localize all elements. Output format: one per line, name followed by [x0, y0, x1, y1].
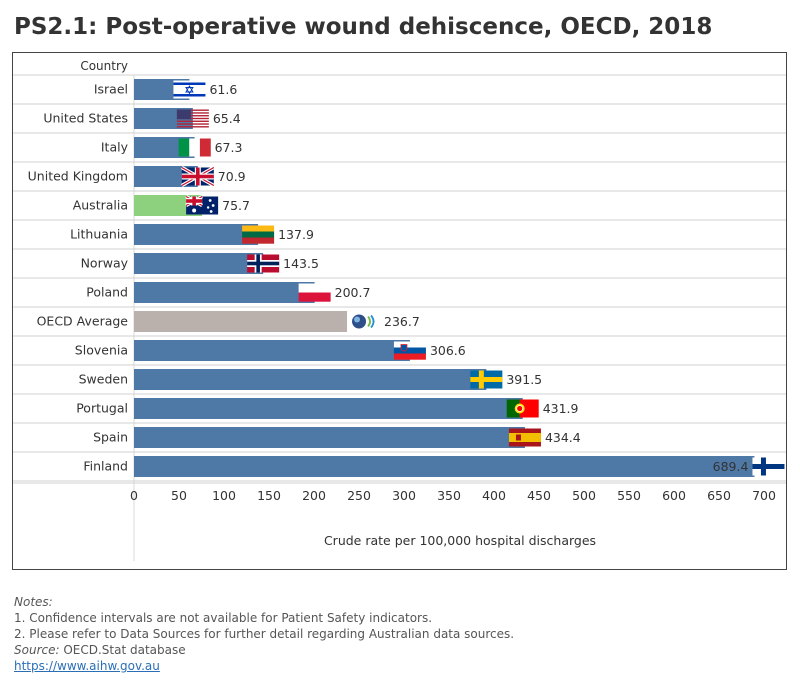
value-label: 689.4 [713, 459, 749, 474]
category-label: Italy [101, 140, 129, 155]
category-label: United Kingdom [28, 169, 128, 184]
x-tick-label: 350 [437, 488, 461, 503]
x-tick-label: 250 [347, 488, 371, 503]
category-label: United States [43, 111, 128, 126]
x-tick-label: 400 [482, 488, 506, 503]
value-label: 431.9 [543, 401, 579, 416]
category-header: Country [80, 59, 128, 73]
value-label: 67.3 [215, 140, 243, 155]
x-tick-label: 450 [527, 488, 551, 503]
category-label: Israel [94, 82, 128, 97]
value-label: 434.4 [545, 430, 581, 445]
united-states-flag-icon [176, 109, 209, 128]
israel-flag-icon [173, 80, 206, 99]
oecd-logo-icon [352, 314, 375, 329]
x-tick-label: 200 [302, 488, 326, 503]
value-label: 137.9 [278, 227, 314, 242]
notes: Notes: 1. Confidence intervals are not a… [14, 594, 514, 674]
poland-flag-icon [298, 283, 331, 302]
x-tick-label: 700 [752, 488, 776, 503]
portugal-flag-icon [506, 399, 539, 418]
category-label: Poland [86, 285, 128, 300]
x-tick-label: 150 [257, 488, 281, 503]
x-tick-label: 0 [130, 488, 138, 503]
lithuania-flag-icon [242, 225, 275, 244]
value-label: 143.5 [283, 256, 319, 271]
value-label: 200.7 [335, 285, 371, 300]
value-label: 306.6 [430, 343, 466, 358]
value-label: 75.7 [222, 198, 250, 213]
bar [134, 224, 259, 245]
value-label: 236.7 [384, 314, 420, 329]
bar [134, 427, 525, 448]
bar [134, 195, 203, 216]
category-label: Spain [93, 430, 128, 445]
source-link[interactable]: https://www.aihw.gov.au [14, 659, 160, 673]
finland-flag-icon [752, 457, 785, 476]
sweden-flag-icon [470, 370, 503, 389]
x-tick-label: 300 [392, 488, 416, 503]
x-tick-label: 600 [662, 488, 686, 503]
bar [134, 369, 487, 390]
category-label: OECD Average [37, 314, 129, 329]
united-kingdom-flag-icon [180, 165, 215, 188]
bar [134, 456, 755, 477]
norway-flag-icon [247, 254, 280, 273]
value-label: 65.4 [213, 111, 241, 126]
bar [134, 253, 264, 274]
notes-heading: Notes: [14, 595, 53, 609]
x-tick-label: 550 [617, 488, 641, 503]
chart-frame: Country Israel United States Italy United Ki… [12, 52, 787, 570]
x-tick-label: 500 [572, 488, 596, 503]
source-text: OECD.Stat database [59, 643, 186, 657]
category-label: Sweden [79, 372, 128, 387]
category-label: Norway [81, 256, 129, 271]
source-line: Source: OECD.Stat database [14, 642, 514, 658]
category-label: Finland [83, 459, 128, 474]
value-label: 391.5 [506, 372, 542, 387]
bar [134, 340, 410, 361]
bar [134, 311, 348, 332]
category-label: Australia [73, 198, 128, 213]
value-label: 70.9 [218, 169, 246, 184]
note-item: 2. Please refer to Data Sources for furt… [14, 627, 515, 641]
bar [134, 282, 315, 303]
category-label: Slovenia [75, 343, 128, 358]
value-label: 61.6 [209, 82, 237, 97]
x-axis-title: Crude rate per 100,000 hospital discharg… [324, 533, 596, 548]
category-label: Portugal [76, 401, 128, 416]
spain-flag-icon [508, 428, 541, 447]
australia-flag-icon [185, 194, 219, 215]
slovenia-flag-icon [393, 341, 426, 360]
bar-chart: Country Israel United States Italy United Ki… [13, 59, 786, 561]
bar [134, 398, 523, 419]
italy-flag-icon [178, 138, 211, 157]
category-label: Lithuania [70, 227, 128, 242]
x-tick-label: 50 [171, 488, 187, 503]
source-label: Source: [14, 643, 60, 657]
page-title: PS2.1: Post-operative wound dehiscence, … [14, 14, 713, 40]
note-item: 1. Confidence intervals are not availabl… [14, 611, 433, 625]
x-tick-label: 650 [707, 488, 731, 503]
x-tick-label: 100 [212, 488, 236, 503]
